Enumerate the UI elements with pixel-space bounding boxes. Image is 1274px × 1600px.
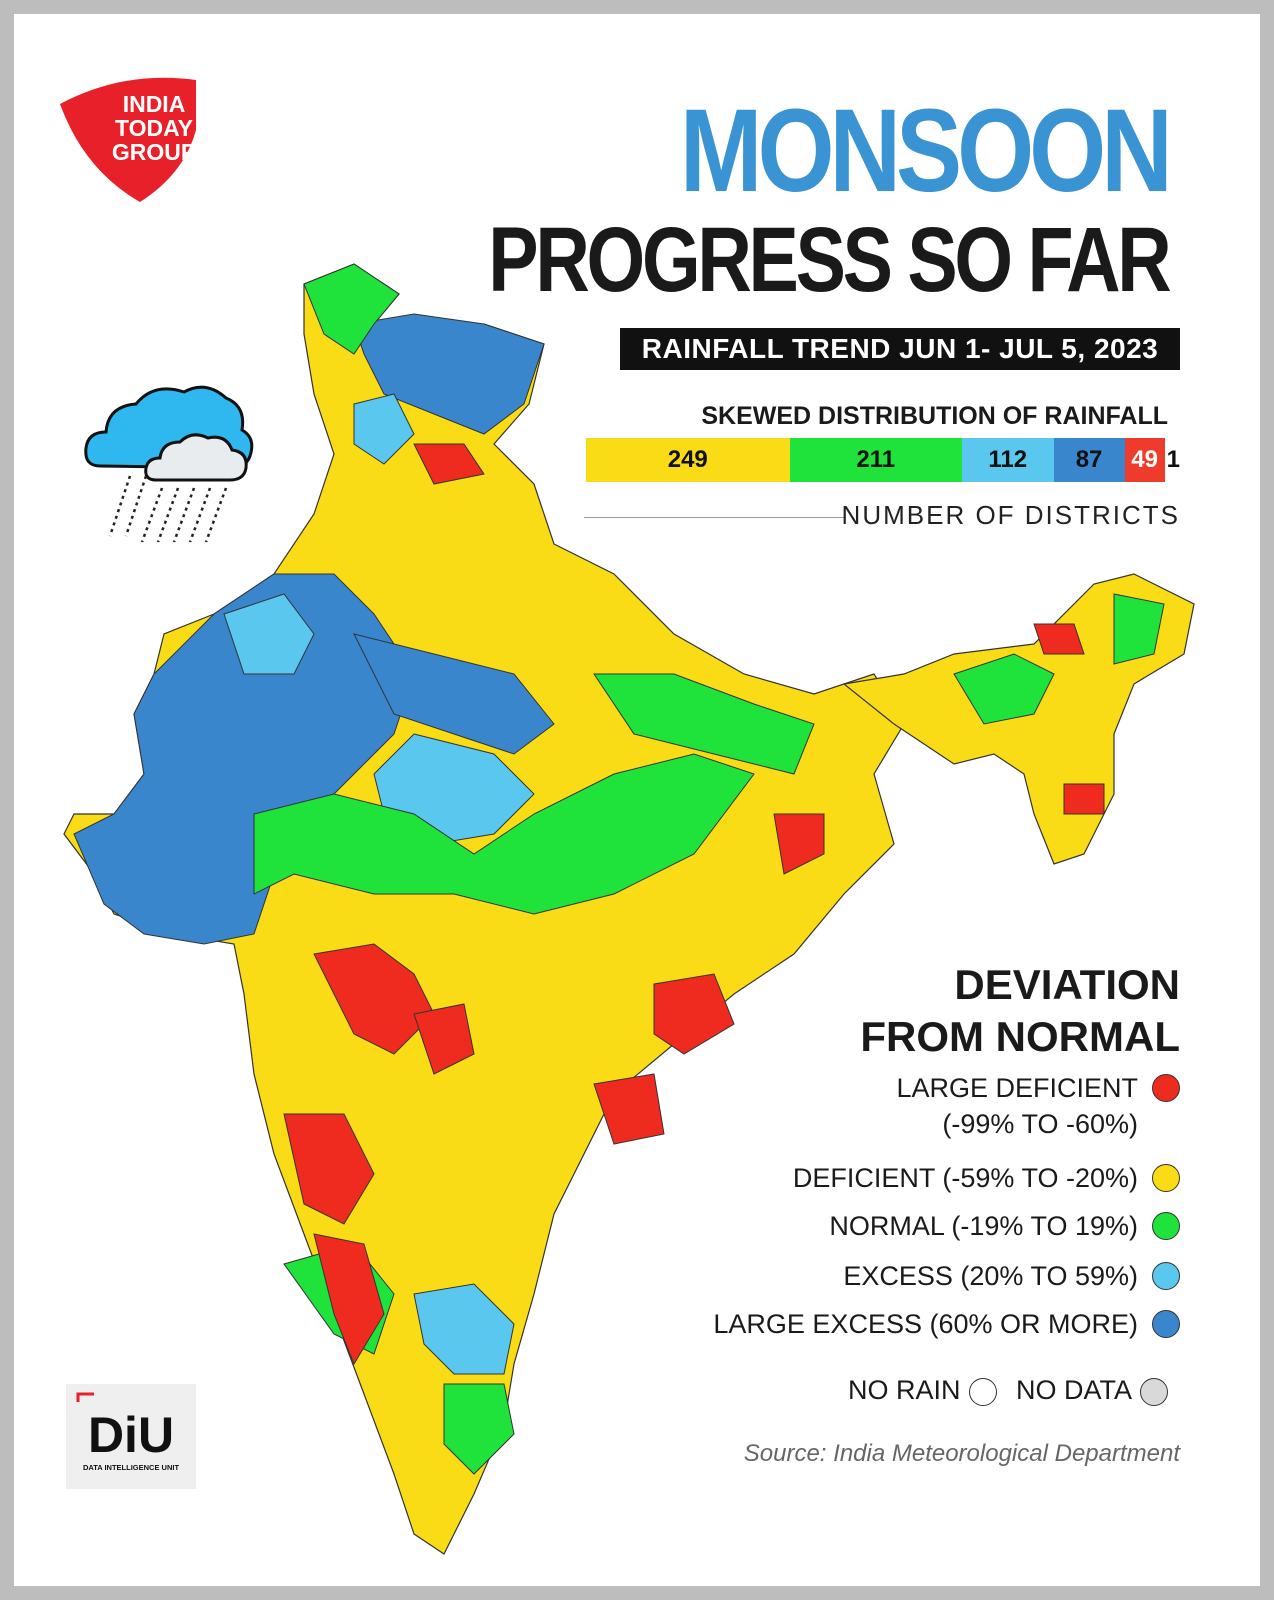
legend-label-large-excess: LARGE EXCESS (60% OR MORE)	[713, 1309, 1138, 1339]
region-large-excess-jk	[353, 313, 545, 435]
region-large-deficient-ne2	[1063, 783, 1105, 815]
distribution-caption: NUMBER OF DISTRICTS	[841, 500, 1180, 530]
diu-logo: DiU DATA INTELLIGENCE UNIT	[66, 1384, 196, 1489]
region-large-excess-up	[353, 633, 555, 755]
region-large-deficient-2	[413, 1003, 475, 1075]
legend-item-large-excess: LARGE EXCESS (60% OR MORE)	[713, 1306, 1180, 1342]
region-normal-ne2	[1113, 593, 1165, 665]
rain-cloud-icon	[84, 385, 254, 543]
region-normal-central	[253, 753, 755, 915]
deficient-swatch-icon	[1152, 1164, 1180, 1192]
large-excess-swatch-icon	[1152, 1310, 1180, 1338]
title-line-2: PROGRESS SO FAR	[487, 209, 1171, 311]
brand-line-3: GROUP	[112, 139, 196, 165]
distribution-segment: 49	[1124, 438, 1165, 482]
source-note: Source: India Meteorological Department	[743, 1440, 1180, 1467]
large-deficient-swatch-icon	[1152, 1074, 1180, 1102]
distribution-segment: 87	[1053, 438, 1125, 482]
no-data-swatch-icon	[1140, 1378, 1169, 1406]
distribution-segment: 211	[789, 438, 962, 482]
region-normal-east	[593, 673, 815, 775]
region-normal-ne	[953, 653, 1055, 725]
legend-title-line-1: DEVIATION	[954, 961, 1180, 1008]
legend-no-rain: NO RAIN	[848, 1372, 997, 1408]
region-large-deficient-7	[413, 443, 485, 485]
legend-item-deficient: DEFICIENT (-59% TO -20%)	[793, 1160, 1180, 1196]
no-rain-swatch-icon	[968, 1378, 997, 1406]
region-large-deficient-6	[313, 1233, 385, 1366]
distribution-segment: 112	[961, 438, 1054, 482]
brand-line-1: INDIA	[123, 91, 186, 117]
legend-label-no-rain: NO RAIN	[848, 1375, 961, 1405]
region-excess-west	[223, 593, 315, 675]
region-large-deficient-4	[593, 1073, 665, 1145]
region-large-deficient-ne	[1033, 623, 1085, 655]
region-large-deficient-3	[653, 973, 735, 1055]
region-normal-tn	[443, 1383, 515, 1475]
legend-item-normal: NORMAL (-19% TO 19%)	[829, 1208, 1180, 1244]
diu-logo-text: DiU	[88, 1407, 174, 1463]
legend-range-large-deficient: (-99% TO -60%)	[942, 1109, 1138, 1139]
legend-label-excess: EXCESS (20% TO 59%)	[843, 1261, 1138, 1291]
region-excess-south	[413, 1283, 515, 1375]
india-today-logo: INDIA TODAY GROUP	[60, 77, 196, 202]
distribution-title: SKEWED DISTRIBUTION OF RAINFALL	[701, 402, 1168, 430]
diu-tagline: DATA INTELLIGENCE UNIT	[83, 1463, 180, 1472]
legend-item-excess: EXCESS (20% TO 59%)	[843, 1258, 1180, 1294]
india-rainfall-map	[63, 263, 1195, 1555]
legend-no-data: NO DATA	[1016, 1372, 1169, 1408]
divider-line	[584, 517, 846, 518]
brand-line-2: TODAY	[115, 115, 193, 141]
distribution-segment: 249	[586, 438, 790, 482]
legend-title-line-2: FROM NORMAL	[860, 1013, 1180, 1060]
legend-label-no-data: NO DATA	[1016, 1375, 1133, 1405]
legend-label-normal: NORMAL (-19% TO 19%)	[829, 1211, 1138, 1241]
title-line-1: MONSOON	[680, 85, 1173, 217]
region-excess-hp	[353, 393, 415, 465]
normal-swatch-icon	[1152, 1212, 1180, 1240]
legend-title: DEVIATION FROM NORMAL	[860, 959, 1180, 1063]
distribution-bar: 249 211 112 87 49 1	[586, 438, 1180, 482]
legend-item-large-deficient: LARGE DEFICIENT (-99% TO -60%)	[896, 1070, 1180, 1142]
region-large-deficient-5	[283, 1113, 375, 1225]
legend-label-large-deficient: LARGE DEFICIENT	[896, 1073, 1138, 1103]
region-normal-north	[303, 263, 400, 355]
infographic-card: INDIA TODAY GROUP MONSOON PROGRESS SO FA…	[14, 14, 1260, 1586]
legend-label-deficient: DEFICIENT (-59% TO -20%)	[792, 1163, 1138, 1193]
region-large-deficient-8	[773, 813, 825, 875]
distribution-tail-label: 1	[1166, 446, 1181, 473]
subtitle-banner: RAINFALL TREND JUN 1- JUL 5, 2023	[620, 328, 1180, 370]
excess-swatch-icon	[1152, 1262, 1180, 1290]
